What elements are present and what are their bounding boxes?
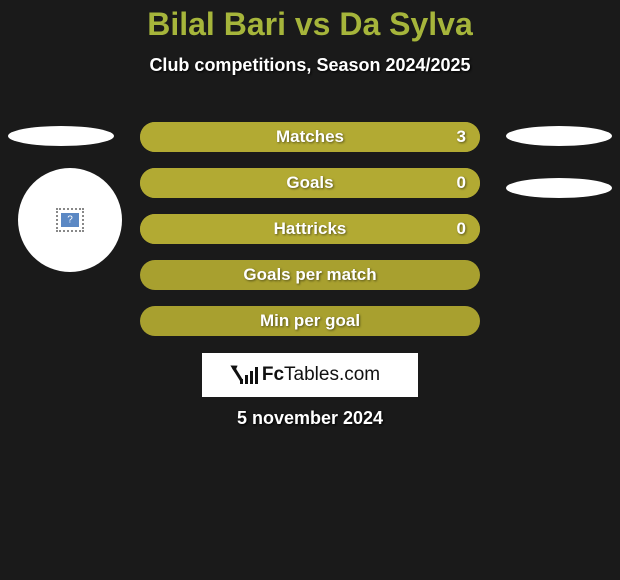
date-label: 5 november 2024 bbox=[0, 408, 620, 429]
stat-value: 0 bbox=[457, 173, 466, 193]
player-left-marker-1 bbox=[8, 126, 114, 146]
stat-row-matches: Matches 3 bbox=[140, 122, 480, 152]
stat-label: Goals bbox=[286, 173, 333, 193]
stat-label: Hattricks bbox=[274, 219, 347, 239]
stat-label: Goals per match bbox=[243, 265, 376, 285]
stat-row-hattricks: Hattricks 0 bbox=[140, 214, 480, 244]
stat-value: 0 bbox=[457, 219, 466, 239]
player-left-avatar bbox=[18, 168, 122, 272]
player-right-marker-2 bbox=[506, 178, 612, 198]
stat-row-goals: Goals 0 bbox=[140, 168, 480, 198]
page-title: Bilal Bari vs Da Sylva bbox=[0, 0, 620, 43]
bars-icon bbox=[240, 366, 258, 384]
logo-text: FcTables.com bbox=[262, 364, 380, 386]
comparison-card: Bilal Bari vs Da Sylva Club competitions… bbox=[0, 0, 620, 580]
placeholder-image-icon bbox=[61, 213, 79, 227]
stat-label: Min per goal bbox=[260, 311, 360, 331]
stat-label: Matches bbox=[276, 127, 344, 147]
stat-row-min-per-goal: Min per goal bbox=[140, 306, 480, 336]
stats-list: Matches 3 Goals 0 Hattricks 0 Goals per … bbox=[140, 122, 480, 352]
stat-row-goals-per-match: Goals per match bbox=[140, 260, 480, 290]
subtitle: Club competitions, Season 2024/2025 bbox=[0, 55, 620, 76]
stat-value: 3 bbox=[457, 127, 466, 147]
source-logo: FcTables.com bbox=[202, 353, 418, 397]
player-right-marker-1 bbox=[506, 126, 612, 146]
